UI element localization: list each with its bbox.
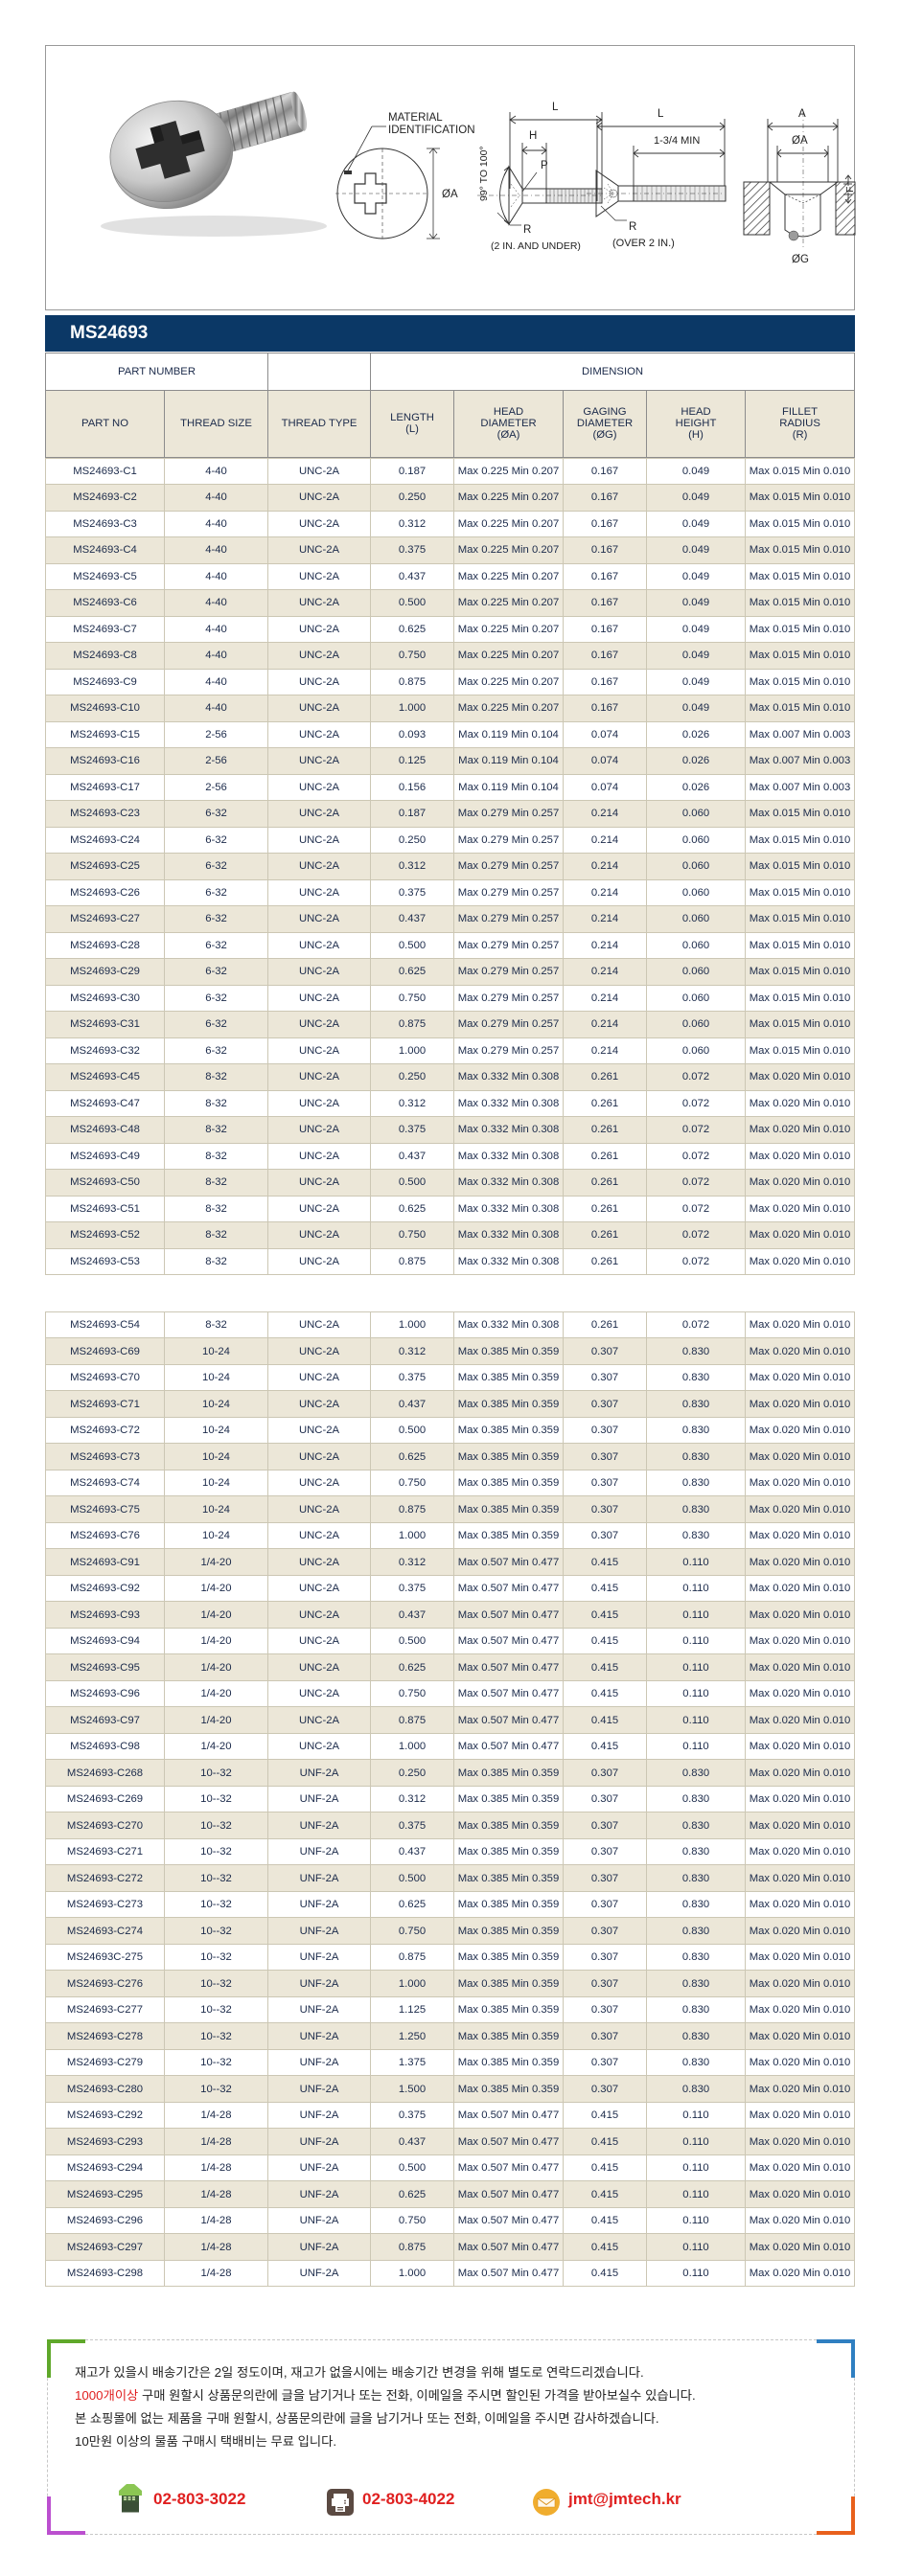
- svg-text:R: R: [629, 221, 636, 233]
- svg-text:IDENTIFICATION: IDENTIFICATION: [388, 125, 475, 136]
- svg-text:ØA: ØA: [442, 189, 458, 200]
- svg-text:1-3/4 MIN: 1-3/4 MIN: [654, 135, 700, 147]
- svg-text:(OVER 2 IN.): (OVER 2 IN.): [612, 238, 675, 249]
- svg-text:L: L: [658, 108, 664, 120]
- svg-text:P: P: [541, 160, 548, 171]
- svg-text:(2 IN. AND UNDER): (2 IN. AND UNDER): [491, 240, 581, 252]
- svg-text:R: R: [523, 224, 531, 236]
- svg-text:H: H: [529, 130, 537, 142]
- svg-text:MATERIAL: MATERIAL: [388, 112, 443, 124]
- svg-text:F: F: [844, 187, 856, 193]
- svg-text:A: A: [798, 108, 806, 120]
- svg-text:ØG: ØG: [792, 254, 809, 265]
- svg-text:ØA: ØA: [792, 135, 808, 147]
- svg-text:L: L: [552, 102, 559, 113]
- svg-text:99° TO 100°: 99° TO 100°: [478, 146, 490, 201]
